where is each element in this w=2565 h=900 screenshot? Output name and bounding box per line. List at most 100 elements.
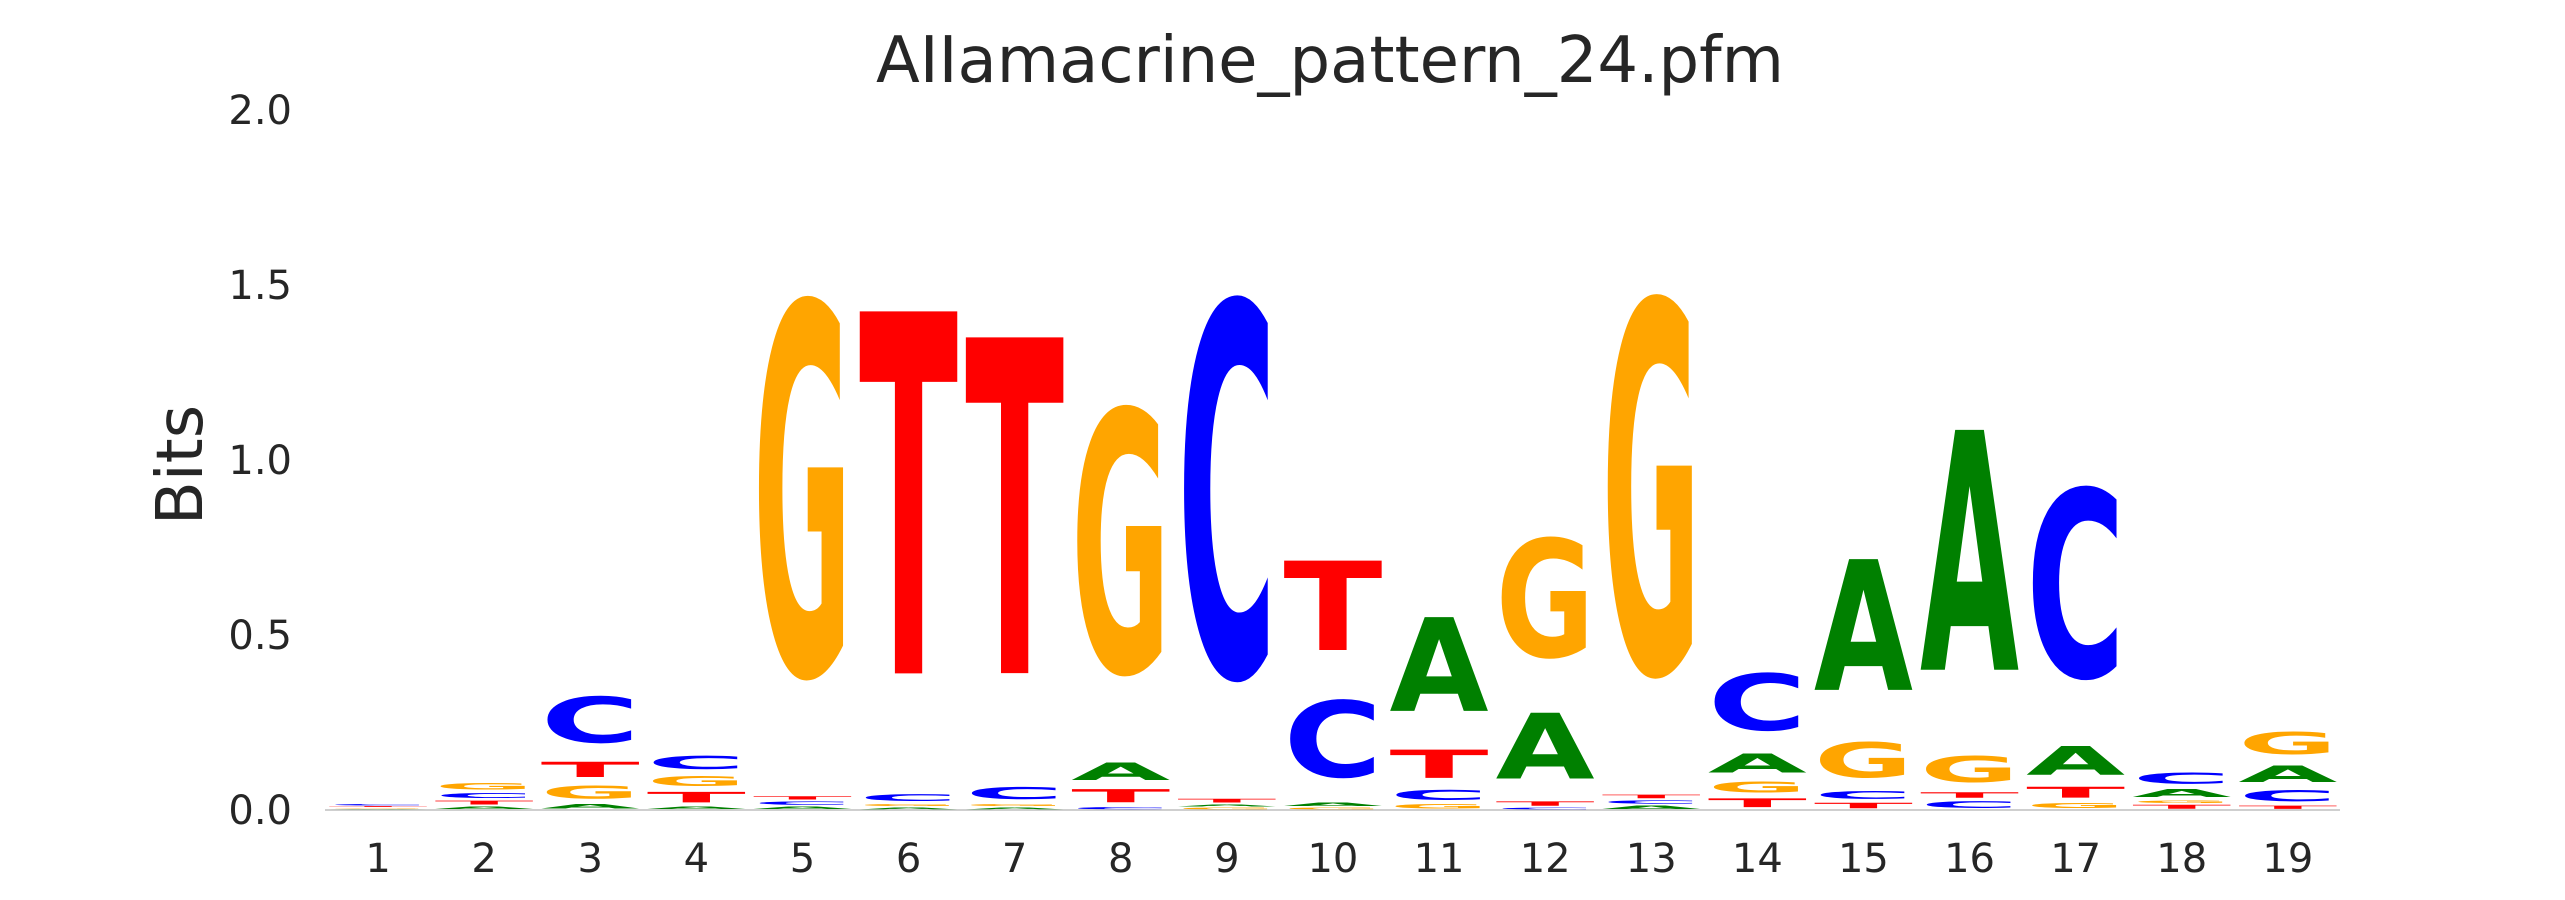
logo-letter-t: T <box>1390 742 1489 787</box>
logo-letter-g: G <box>1602 201 1701 793</box>
logo-letter-c: C <box>1814 789 1913 801</box>
logo-letter-a: A <box>1708 749 1807 779</box>
logo-letter-a: A <box>1283 802 1382 807</box>
logo-letter-c: C <box>859 792 958 803</box>
logo-letter-a: A <box>859 807 958 810</box>
logo-letter-g: G <box>1283 807 1382 810</box>
logo-letter-c: C <box>2026 439 2125 738</box>
y-tick-label: 0.5 <box>228 613 292 659</box>
logo-letter-c: C <box>1496 807 1595 810</box>
logo-letter-c: C <box>2132 770 2231 787</box>
logo-letter-a: A <box>1602 805 1701 810</box>
x-tick-label: 13 <box>1626 836 1677 882</box>
logo-letter-t: T <box>541 758 640 782</box>
logo-letter-c: C <box>1602 799 1701 804</box>
logo-letter-t: T <box>1708 796 1807 810</box>
logo-letter-g: G <box>1814 733 1913 789</box>
x-tick-label: 17 <box>2050 836 2101 882</box>
logo-letter-t: T <box>2026 784 2125 801</box>
logo-letter-g: G <box>1496 507 1595 695</box>
logo-letter-g: G <box>1390 803 1489 810</box>
logo-letter-c: C <box>435 792 534 800</box>
logo-letter-g: G <box>753 203 852 795</box>
y-tick-label: 0.0 <box>228 788 292 834</box>
logo-letter-t: T <box>1496 800 1595 807</box>
x-tick-label: 5 <box>790 836 815 882</box>
logo-letter-c: C <box>1283 681 1382 802</box>
logo-letter-c: C <box>1390 787 1489 803</box>
logo-letter-t: T <box>647 789 746 806</box>
x-tick-label: 12 <box>1520 836 1571 882</box>
logo-letter-a: A <box>541 803 640 810</box>
logo-letter-t: T <box>435 800 534 806</box>
x-tick-label: 11 <box>1414 836 1465 882</box>
logo-letter-t: T <box>329 806 428 807</box>
x-tick-label: 15 <box>1838 836 1889 882</box>
logo-letter-g: G <box>329 807 428 808</box>
logo-letter-t: T <box>859 213 959 791</box>
x-tick-label: 3 <box>578 836 603 882</box>
logo-letter-a: A <box>1496 696 1595 801</box>
logo-letter-c: C <box>1708 658 1807 748</box>
logo-letter-g: G <box>1708 779 1807 796</box>
y-tick-label: 1.0 <box>228 438 292 484</box>
logo-letter-a: A <box>435 806 534 810</box>
logo-letter-a: A <box>753 806 852 810</box>
logo-letter-a: A <box>1814 523 1913 733</box>
logo-letter-t: T <box>2238 805 2337 810</box>
y-tick-label: 2.0 <box>228 88 292 134</box>
logo-letter-g: G <box>1071 339 1170 757</box>
x-tick-label: 10 <box>1307 836 1358 882</box>
logo-letter-c: C <box>1177 202 1276 797</box>
logo-letter-a: A <box>1177 804 1276 807</box>
logo-letter-a: A <box>2238 761 2337 787</box>
logo-stacks: AGTCATCGAGTCATGCACTGAGCTAGCTCTAGGATCGACT… <box>329 201 2338 810</box>
x-tick-label: 6 <box>896 836 921 882</box>
logo-letter-c: C <box>541 684 640 757</box>
logo-letter-g: G <box>435 781 534 791</box>
logo-letter-c: C <box>1920 799 2019 810</box>
logo-letter-c: C <box>647 752 746 773</box>
x-tick-label: 2 <box>471 836 496 882</box>
logo-letter-a: A <box>2132 787 2231 799</box>
logo-letter-t: T <box>1177 798 1276 804</box>
chart-title: AIIamacrine_pattern_24.pfm <box>876 24 1784 98</box>
logo-letter-g: G <box>1177 807 1276 810</box>
x-tick-label: 9 <box>1214 836 1239 882</box>
logo-letter-g: G <box>859 803 958 806</box>
logo-letter-a: A <box>647 806 746 810</box>
logo-letter-t: T <box>1602 794 1701 800</box>
logo-letter-a: A <box>1920 364 2019 748</box>
logo-letter-t: T <box>753 795 852 800</box>
x-tick-label: 19 <box>2262 836 2313 882</box>
x-tick-label: 8 <box>1108 836 1133 882</box>
logo-letter-t: T <box>1920 791 2019 800</box>
x-tick-label: 18 <box>2156 836 2207 882</box>
y-axis-label: Bits <box>144 405 218 525</box>
logo-letter-t: T <box>1071 786 1170 807</box>
x-axis-ticks: 1 2 3 4 5 6 7 8 9 10 11 12 13 14 15 16 17 18 19 <box>365 836 2313 882</box>
logo-letter-c: C <box>2238 787 2337 804</box>
x-tick-label: 7 <box>1002 836 1027 882</box>
logo-letter-g: G <box>1920 749 2019 791</box>
logo-letter-a: A <box>2026 739 2125 784</box>
logo-letter-g: G <box>541 782 640 803</box>
logo-letter-a: A <box>1071 758 1170 786</box>
x-tick-label: 14 <box>1732 836 1783 882</box>
logo-letter-t: T <box>2132 804 2231 810</box>
logo-letter-c: C <box>965 784 1064 803</box>
logo-letter-t: T <box>1814 801 1913 810</box>
x-tick-label: 1 <box>365 836 390 882</box>
x-tick-label: 16 <box>1944 836 1995 882</box>
y-axis-ticks: 0.0 0.5 1.0 1.5 2.0 <box>228 88 292 834</box>
logo-letter-c: C <box>329 804 428 806</box>
logo-letter-g: G <box>965 803 1064 806</box>
y-tick-label: 1.5 <box>228 263 292 309</box>
logo-letter-c: C <box>753 801 852 806</box>
x-tick-label: 4 <box>684 836 709 882</box>
logo-letter-c: C <box>1071 807 1170 810</box>
logo-letter-t: T <box>965 246 1065 783</box>
logo-letter-g: G <box>2026 801 2125 810</box>
logo-letter-g: G <box>2132 800 2231 804</box>
